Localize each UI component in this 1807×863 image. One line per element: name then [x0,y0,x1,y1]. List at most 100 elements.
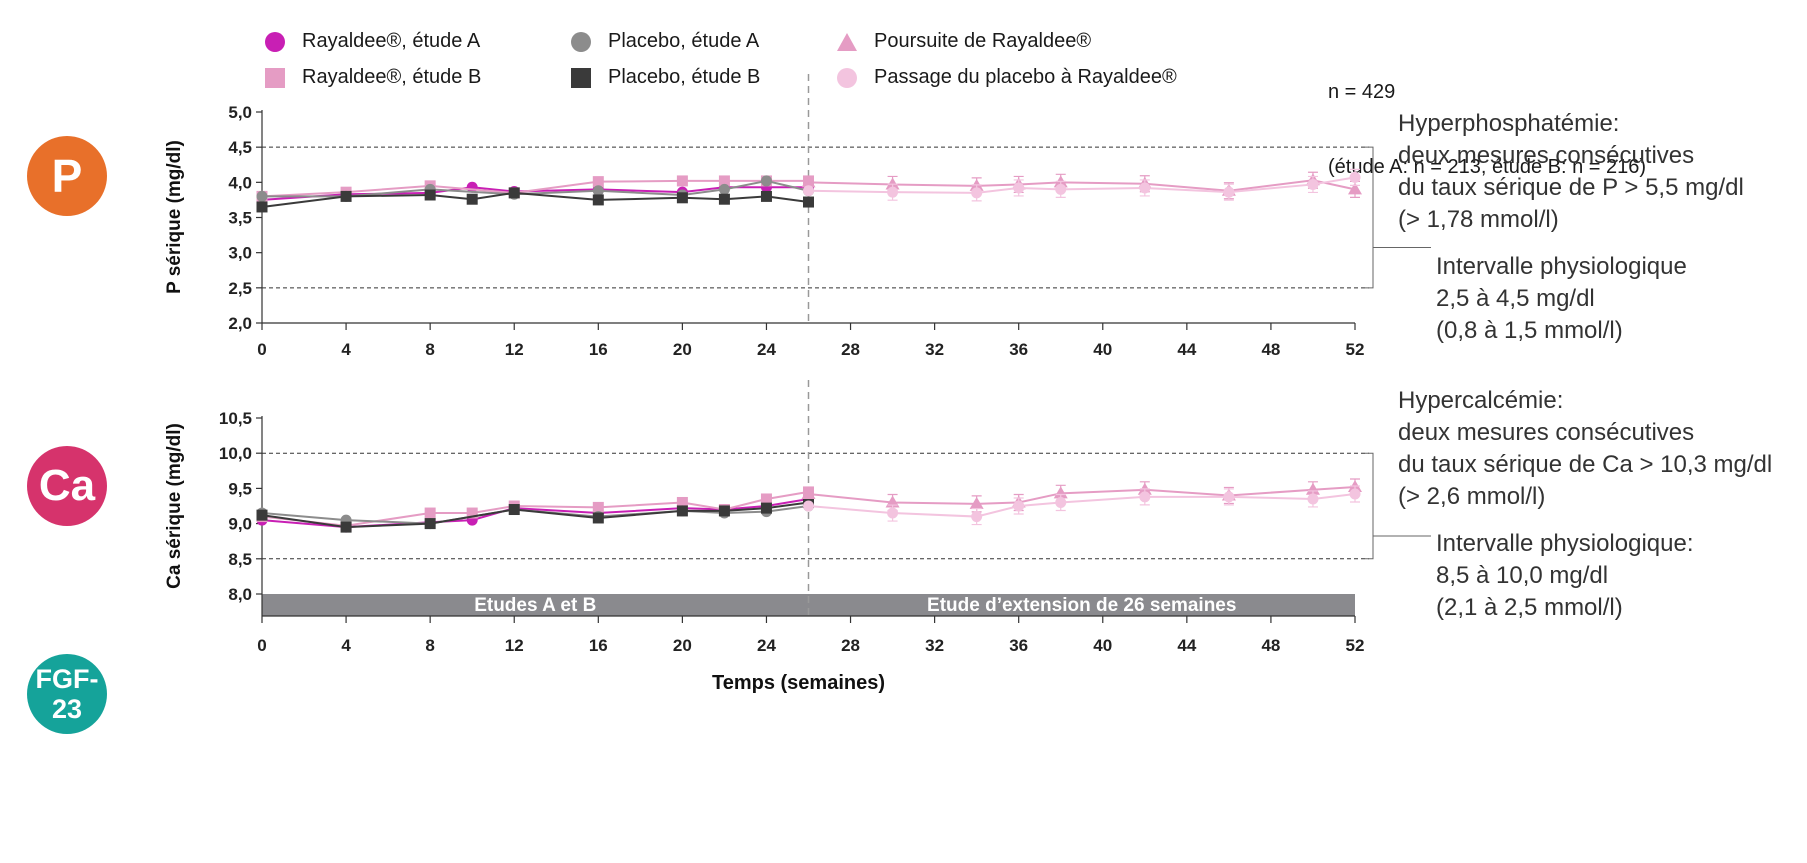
data-point-square [592,194,604,206]
legend-label: Placebo, étude A [608,30,760,52]
legend-circle-icon [258,31,292,53]
data-point-square [760,493,772,505]
legend-label: Placebo, étude B [608,66,761,88]
data-point-square [592,512,604,524]
data-point-circle [1139,491,1151,503]
data-point-triangle [885,177,900,190]
series-square-3-line [261,191,809,208]
y-tick-label: 10,0 [219,444,252,463]
legend-square-icon [258,67,292,89]
data-point-triangle [1348,182,1362,195]
x-tick-label: 40 [1093,636,1112,655]
legend-label: Passage du placebo à Rayaldee® [874,66,1177,88]
x-tick-label: 48 [1261,636,1280,655]
legend-label: Rayaldee®, étude B [302,66,482,88]
fgf23-badge: FGF- 23 [27,654,107,734]
data-point-circle [1013,182,1025,194]
series-square-1-line [261,490,809,527]
data-point-circle [1307,493,1319,505]
data-point-circle [1349,171,1361,183]
x-tick-label: 8 [425,636,434,655]
x-tick-label: 8 [425,340,434,359]
phosphorus-badge: P [27,136,107,216]
data-point-square [676,175,688,187]
data-point-circle [1223,491,1235,503]
ca-range-annotation: Intervalle physiologique: 8,5 à 10,0 mg/… [1436,530,1694,621]
y-tick-label: 4,0 [228,173,252,192]
x-tick-label: 24 [757,636,776,655]
x-tick-label: 0 [257,340,266,359]
data-point-square [256,201,268,213]
data-point-square [340,521,352,533]
y-tick-label: 9,5 [228,479,252,498]
legend-triangle-icon [830,31,864,53]
x-tick-label: 40 [1093,340,1112,359]
data-point-square [718,505,730,517]
y-axis-label: Ca sérique (mg/dl) [164,423,185,589]
period-label-studies: Etudes A et B [474,595,596,616]
phosphorus-chart: 2,02,53,03,54,04,55,00 4 8 12 16 20 24 28 32 36 40… [164,74,1431,359]
data-point-circle [887,507,899,519]
data-point-square [676,192,688,204]
y-tick-label: 3,0 [228,244,252,263]
x-tick-label: 36 [1009,340,1028,359]
legend-item-placebo-a: Placebo, étude A [564,30,759,53]
legend-item-continued-rayaldee: Poursuite de Rayaldee® [830,30,1091,53]
data-point-circle [1055,183,1067,195]
x-tick-label: 12 [505,340,524,359]
x-tick-label: 16 [589,340,608,359]
x-tick-label: 0 [257,636,266,655]
p-hyper-annotation: Hyperphosphatémie: deux mesures consécut… [1398,110,1744,233]
data-point-square [803,196,814,208]
data-point-circle [971,187,983,199]
data-point-circle [1223,186,1235,198]
x-tick-label: 12 [505,636,524,655]
y-tick-label: 9,0 [228,515,252,534]
y-tick-label: 5,0 [228,103,252,122]
x-tick-label: 32 [925,340,944,359]
data-point-triangle [969,496,984,509]
data-point-triangle [1305,482,1320,495]
sample-size-total: n = 429 [1328,81,1396,103]
data-point-square [424,507,436,519]
x-tick-label: 44 [1177,340,1196,359]
data-point-square [718,175,730,187]
data-point-square [340,190,352,202]
calcium-chart: Etudes A et B Etude d’extension de 26 sem… [164,380,1431,694]
data-point-circle [971,511,983,523]
legend-item-rayaldee-b: Rayaldee®, étude B [258,66,481,89]
data-point-square [508,504,520,516]
legend-item-placebo-switch: Passage du placebo à Rayaldee® [830,66,1177,89]
data-point-square [592,176,604,188]
calcium-badge: Ca [27,446,107,526]
sample-size-detail: (étude A: n = 213, étude B: n = 216) [1328,156,1647,178]
x-tick-label: 52 [1346,636,1365,655]
data-point-square [424,518,436,530]
data-point-square [508,187,520,199]
p-range-annotation: Intervalle physiologique 2,5 à 4,5 mg/dl… [1436,253,1687,344]
fgf23-badge-label: FGF- 23 [35,664,99,724]
x-tick-label: 20 [673,636,692,655]
ca-hyper-annotation: Hypercalcémie: deux mesures consécutives… [1398,387,1773,510]
x-tick-label: 36 [1009,636,1028,655]
period-label-extension: Etude d’extension de 26 semaines [927,595,1236,616]
legend-square-icon [564,67,598,89]
data-point-square [466,193,478,205]
data-point-square [592,501,604,513]
y-tick-label: 3,5 [228,209,252,228]
data-point-square [466,507,478,519]
data-point-circle [887,186,899,198]
data-point-circle [1055,496,1067,508]
x-tick-label: 16 [589,636,608,655]
y-tick-label: 2,0 [228,314,252,333]
calcium-badge-label: Ca [38,461,96,510]
range-bracket [1365,452,1374,560]
y-tick-label: 4,5 [228,138,252,157]
range-bracket [1365,146,1374,289]
legend-circle-icon [564,31,598,53]
data-point-circle [1013,500,1025,512]
phosphorus-badge-label: P [51,150,83,202]
x-tick-label: 28 [841,636,860,655]
x-tick-label: 28 [841,340,860,359]
